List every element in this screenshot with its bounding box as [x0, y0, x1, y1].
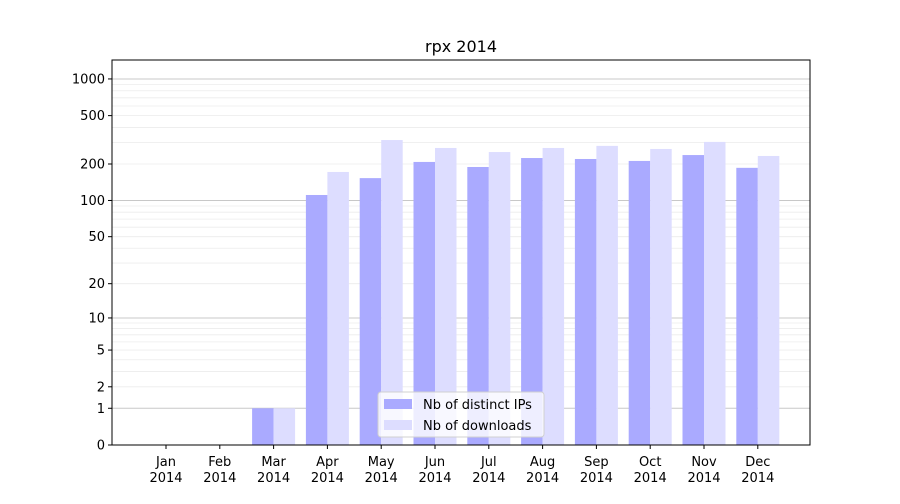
legend-box	[377, 391, 545, 438]
x-tick-label: Jun 2014	[418, 455, 451, 486]
x-tick-label: Sep 2014	[580, 455, 613, 486]
bar-downloads	[704, 141, 726, 446]
y-tick-label: 10	[88, 311, 105, 326]
y-tick-label: 2	[97, 380, 105, 395]
bar-downloads	[596, 145, 618, 445]
x-tick-label-line: Aug	[530, 455, 555, 470]
bar-downloads	[542, 147, 565, 445]
x-tick-label: Jul 2014	[472, 455, 505, 486]
y-tick-label: 200	[80, 158, 105, 173]
x-tick-label-line: Jun	[424, 455, 445, 470]
bar-distinct-ips	[305, 194, 328, 445]
x-tick-label-line: 2014	[634, 471, 667, 486]
x-tick-label-line: Oct	[639, 455, 661, 470]
legend: Nb of distinct IPs Nb of downloads	[377, 391, 545, 438]
x-tick-label-line: Sep	[584, 455, 609, 470]
x-tick-label: Feb 2014	[203, 455, 236, 486]
x-tick-label-line: Mar	[261, 455, 286, 470]
y-tick-label: 500	[80, 109, 105, 124]
axes-frame	[111, 59, 811, 446]
x-tick-label: Mar 2014	[257, 455, 290, 486]
x-tick-label-line: 2014	[580, 471, 613, 486]
bar-distinct-ips	[736, 167, 758, 445]
y-tick-label: 0	[97, 439, 105, 454]
x-tick-label: Oct 2014	[634, 455, 667, 486]
x-tick-label-line: Dec	[745, 455, 770, 470]
x-tick-label-line: 2014	[687, 471, 720, 486]
bar-distinct-ips	[628, 160, 651, 445]
x-tick-label: Dec 2014	[741, 455, 774, 486]
bar-downloads	[757, 155, 780, 445]
x-tick-label-line: May	[368, 455, 395, 470]
x-tick-label-line: Nov	[691, 455, 717, 470]
x-tick-label: May 2014	[365, 455, 398, 486]
x-tick-label: Nov 2014	[687, 455, 720, 486]
chart-title: rpx 2014	[425, 37, 497, 56]
bar-distinct-ips	[252, 408, 274, 445]
x-tick-label-line: 2014	[311, 471, 344, 486]
y-tick-label: 20	[88, 277, 105, 292]
x-tick-label-line: 2014	[526, 471, 559, 486]
x-tick-label-line: Jan	[155, 455, 176, 470]
x-tick-label-line: Jul	[480, 455, 497, 470]
x-tick-label: Apr 2014	[311, 455, 344, 486]
legend-swatch	[384, 420, 412, 430]
bar-distinct-ips	[467, 166, 489, 445]
bar-downloads	[327, 171, 349, 445]
x-tick-label-line: 2014	[418, 471, 451, 486]
bar-downloads	[273, 408, 296, 445]
bar-downloads	[650, 148, 672, 445]
bar-distinct-ips	[574, 158, 597, 446]
x-tick-label-line: Apr	[316, 455, 339, 470]
x-tick-label-line: 2014	[741, 471, 774, 486]
y-tick-label: 100	[80, 194, 105, 209]
y-tick-label: 5	[97, 344, 105, 359]
bar-downloads	[488, 152, 511, 446]
bar-downloads	[381, 140, 403, 445]
bar-distinct-ips	[521, 158, 543, 445]
x-tick-label-line: Feb	[208, 455, 231, 470]
bar-distinct-ips	[413, 161, 435, 446]
x-tick-label: Aug 2014	[526, 455, 559, 486]
legend-label: Nb of downloads	[423, 419, 532, 434]
x-tick-label-line: 2014	[365, 471, 398, 486]
x-tick-label-line: 2014	[257, 471, 290, 486]
x-tick-label-line: 2014	[203, 471, 236, 486]
legend-label: Nb of distinct IPs	[423, 398, 532, 413]
x-tick-label: Jan 2014	[149, 455, 182, 486]
x-tick-label-line: 2014	[472, 471, 505, 486]
y-tick-label: 50	[88, 230, 105, 245]
bar-distinct-ips	[682, 155, 704, 445]
bar-distinct-ips	[359, 178, 382, 445]
y-tick-label: 1000	[72, 72, 105, 87]
legend-swatch	[384, 399, 412, 409]
x-tick-label-line: 2014	[149, 471, 182, 486]
y-tick-label: 1	[97, 402, 105, 417]
bar-downloads	[435, 147, 457, 445]
